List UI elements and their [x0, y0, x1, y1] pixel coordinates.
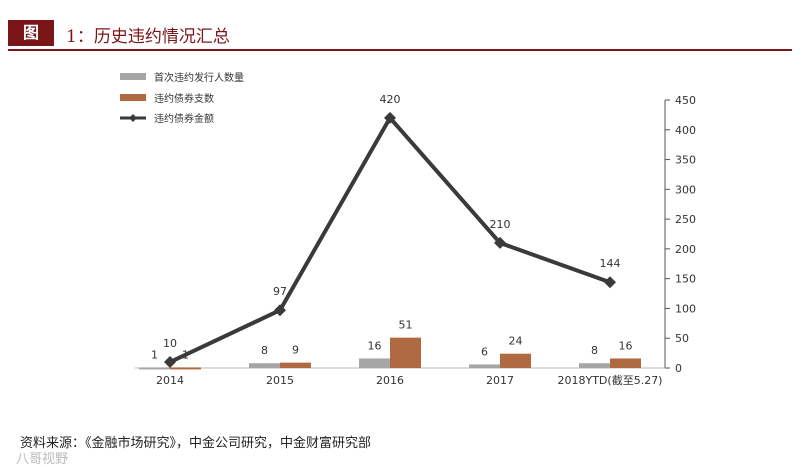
line-series [169, 115, 611, 364]
source-note: 资料来源：《金融市场研究》，中金公司研究，中金财富研究部 [20, 436, 372, 451]
y-tick-label: 0 [675, 362, 682, 375]
figure-header: 图 1：历史违约情况汇总 [8, 18, 792, 48]
figure-title: 1：历史违约情况汇总 [66, 27, 230, 47]
bar-data-label: 16 [619, 339, 633, 352]
line-point [494, 236, 506, 249]
bar-data-label: 6 [481, 345, 488, 358]
bar [610, 358, 641, 368]
x-tick-label: 2017 [486, 374, 514, 387]
line-point [604, 276, 616, 289]
y-tick-label: 300 [675, 183, 696, 196]
bar [280, 362, 311, 368]
x-tick-label: 2018YTD(截至5.27) [558, 373, 663, 387]
line-data-label: 144 [600, 257, 621, 270]
y-tick-label: 150 [675, 273, 696, 286]
legend-marker [129, 114, 137, 122]
line-data-label: 10 [163, 337, 177, 350]
bar [170, 367, 201, 370]
bar-data-label: 1 [151, 348, 158, 361]
legend-swatch [120, 94, 146, 101]
bar [359, 358, 390, 368]
y-tick-label: 250 [675, 213, 696, 226]
legend-label: 首次违约发行人数量 [154, 71, 244, 84]
bar [500, 353, 531, 368]
legend-swatch [120, 73, 146, 80]
bar [469, 364, 500, 368]
header-rule [8, 49, 792, 51]
bar-data-label: 16 [368, 339, 382, 352]
x-tick-label: 2015 [266, 374, 294, 387]
line-point [164, 356, 176, 369]
y-tick-label: 350 [675, 154, 696, 167]
line-point [274, 304, 286, 317]
figure-label: 图 [8, 20, 54, 46]
bar-data-label: 51 [399, 319, 413, 332]
line-data-label: 97 [273, 285, 287, 298]
x-tick-label: 2016 [376, 374, 404, 387]
bar [390, 337, 421, 368]
line-point [384, 111, 396, 124]
y-tick-label: 100 [675, 302, 696, 315]
bar [249, 363, 280, 368]
legend-label: 违约债券金额 [154, 112, 214, 125]
bar-data-label: 8 [261, 344, 268, 357]
y-tick-label: 450 [675, 94, 696, 107]
bar-data-label: 24 [509, 335, 523, 348]
y-tick-label: 400 [675, 124, 696, 137]
legend-label: 违约债券支数 [154, 92, 214, 105]
bar [579, 363, 610, 368]
y-tick-label: 200 [675, 243, 696, 256]
bar-data-label: 9 [292, 344, 299, 357]
line-data-label: 210 [490, 218, 511, 231]
bar-data-label: 8 [591, 344, 598, 357]
line-data-label: 420 [380, 93, 401, 106]
watermark: 八哥视野 [16, 452, 69, 467]
bar [139, 367, 170, 370]
x-tick-label: 2014 [156, 374, 184, 387]
y-tick-label: 50 [675, 332, 689, 345]
